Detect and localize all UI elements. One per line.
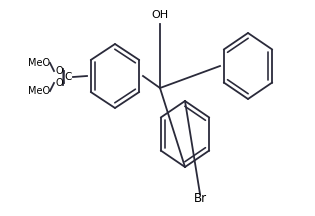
Text: MeO: MeO (28, 58, 50, 68)
Text: O: O (55, 78, 63, 88)
Text: Br: Br (193, 192, 207, 205)
Text: OH: OH (152, 10, 169, 20)
Text: O: O (55, 66, 63, 76)
Text: MeO: MeO (28, 86, 50, 96)
Text: C: C (64, 72, 72, 82)
